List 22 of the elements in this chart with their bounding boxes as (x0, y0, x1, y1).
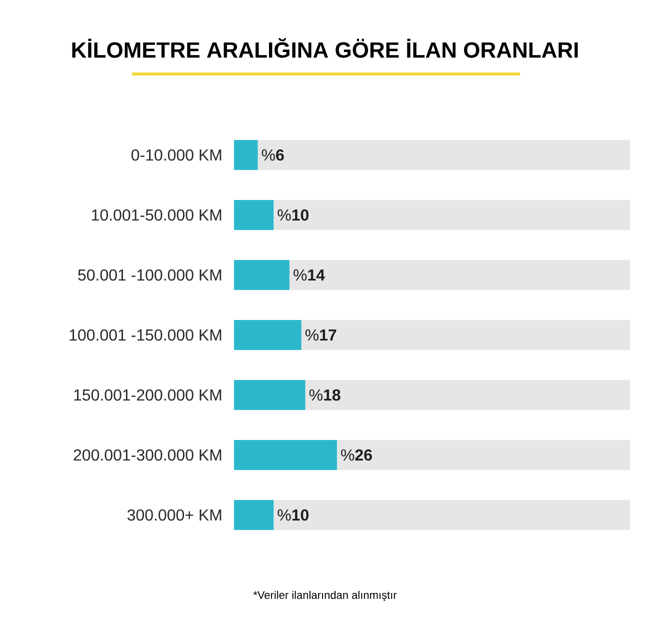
y-tick-label: 300.000+ KM (127, 509, 222, 521)
text: *Veriler ilanlarından alınmıştır (253, 590, 397, 602)
y-tick-label: 150.001-200.000 KM (74, 389, 222, 401)
data-label: %6 (262, 149, 284, 161)
data-label: %26 (341, 449, 372, 461)
data-label: %10 (278, 509, 308, 521)
y-tick-label: 200.001-300.000 KM (74, 449, 222, 461)
bar (234, 320, 302, 350)
data-label: %17 (305, 329, 336, 341)
bar (234, 380, 306, 410)
y-tick-label: 10.001-50.000 KM (92, 209, 222, 221)
y-tick-label: 0-10.000 KM (131, 149, 222, 161)
y-tick-label: 50.001 -100.000 KM (78, 269, 222, 281)
data-label: %14 (294, 269, 325, 281)
bar (234, 500, 274, 530)
bar (234, 200, 274, 230)
data-label: %18 (309, 389, 340, 401)
bar (234, 260, 290, 290)
chart-title: KİLOMETRE ARALIĞINA GÖRE İLAN ORANLARI (72, 38, 578, 58)
y-tick-label: 100.001 -150.000 KM (70, 329, 222, 341)
bar (234, 140, 258, 170)
data-label: %10 (278, 209, 308, 221)
